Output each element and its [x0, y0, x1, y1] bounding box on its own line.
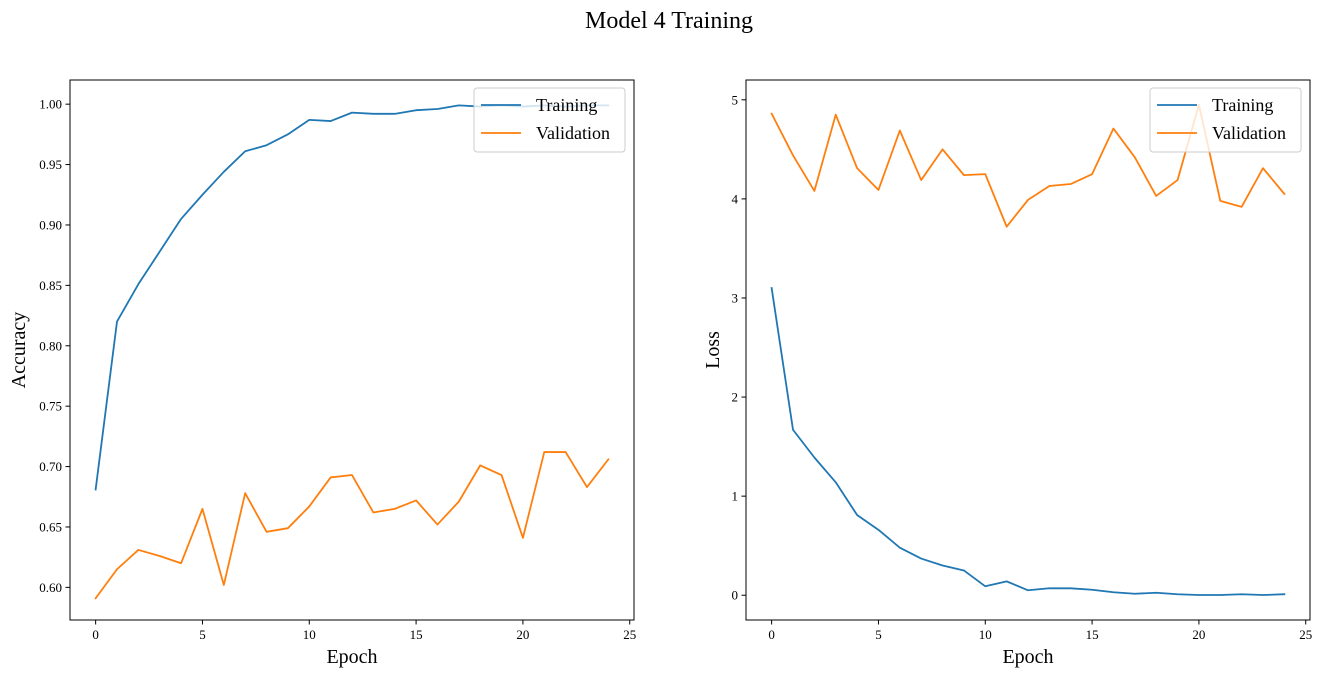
loss-chart: Epoch Loss 0 5 10 15 20 25 0 1 2 3 4 5 Training Valid… — [702, 79, 1312, 668]
accuracy-x-tick-label: 25 — [623, 627, 636, 642]
loss-x-tick-label: 15 — [1086, 627, 1099, 642]
loss-y-tick-label: 5 — [732, 92, 739, 107]
loss-legend-label-training: Training — [1212, 95, 1273, 115]
accuracy-x-tick-label: 10 — [303, 627, 316, 642]
accuracy-x-tick-label: 20 — [516, 627, 529, 642]
loss-training-line — [770, 287, 1286, 596]
loss-x-tick-label: 25 — [1299, 627, 1312, 642]
loss-legend: Training Validation — [1149, 87, 1302, 153]
accuracy-y-tick-label: 0.75 — [39, 399, 62, 414]
accuracy-y-axis-label: Accuracy — [8, 312, 30, 389]
loss-y-tick-label: 3 — [732, 290, 739, 305]
loss-x-tick-label: 20 — [1192, 627, 1205, 642]
loss-x-tick-label: 0 — [768, 627, 775, 642]
loss-axes-frame — [745, 79, 1311, 621]
loss-x-tick-label: 10 — [979, 627, 992, 642]
accuracy-y-tick-label: 0.80 — [39, 338, 62, 353]
loss-y-tick-label: 4 — [732, 191, 739, 206]
figure-title: Model 4 Training — [585, 8, 753, 34]
loss-legend-label-validation: Validation — [1212, 123, 1286, 143]
accuracy-axes-frame — [69, 79, 635, 621]
accuracy-y-tick-label: 0.65 — [39, 519, 62, 534]
accuracy-y-tick-label: 0.85 — [39, 278, 62, 293]
accuracy-y-tick-label: 0.95 — [39, 157, 62, 172]
accuracy-legend: Training Validation — [473, 87, 626, 153]
accuracy-legend-label-validation: Validation — [536, 123, 610, 143]
accuracy-y-tick-label: 0.70 — [39, 459, 62, 474]
loss-x-axis-label: Epoch — [1002, 646, 1053, 668]
accuracy-x-axis-label: Epoch — [326, 646, 377, 668]
loss-y-tick-label: 2 — [732, 390, 739, 405]
accuracy-y-tick-label: 0.60 — [39, 580, 62, 595]
accuracy-x-tick-label: 15 — [410, 627, 423, 642]
loss-x-tick-label: 5 — [875, 627, 882, 642]
accuracy-chart: Epoch Accuracy 0 5 10 15 20 25 0.60 0.65 0.70 0.7… — [8, 79, 636, 668]
accuracy-x-tick-label: 0 — [92, 627, 99, 642]
accuracy-validation-line — [94, 451, 610, 600]
loss-y-tick-label: 1 — [732, 489, 739, 504]
accuracy-y-tick-label: 1.00 — [39, 97, 62, 112]
accuracy-training-line — [94, 104, 610, 491]
accuracy-legend-label-training: Training — [536, 95, 597, 115]
accuracy-y-tick-label: 0.90 — [39, 217, 62, 232]
loss-legend-box — [1149, 87, 1302, 153]
accuracy-x-tick-label: 5 — [199, 627, 206, 642]
loss-y-tick-label: 0 — [732, 588, 739, 603]
accuracy-legend-box — [473, 87, 626, 153]
loss-y-axis-label: Loss — [702, 331, 724, 369]
